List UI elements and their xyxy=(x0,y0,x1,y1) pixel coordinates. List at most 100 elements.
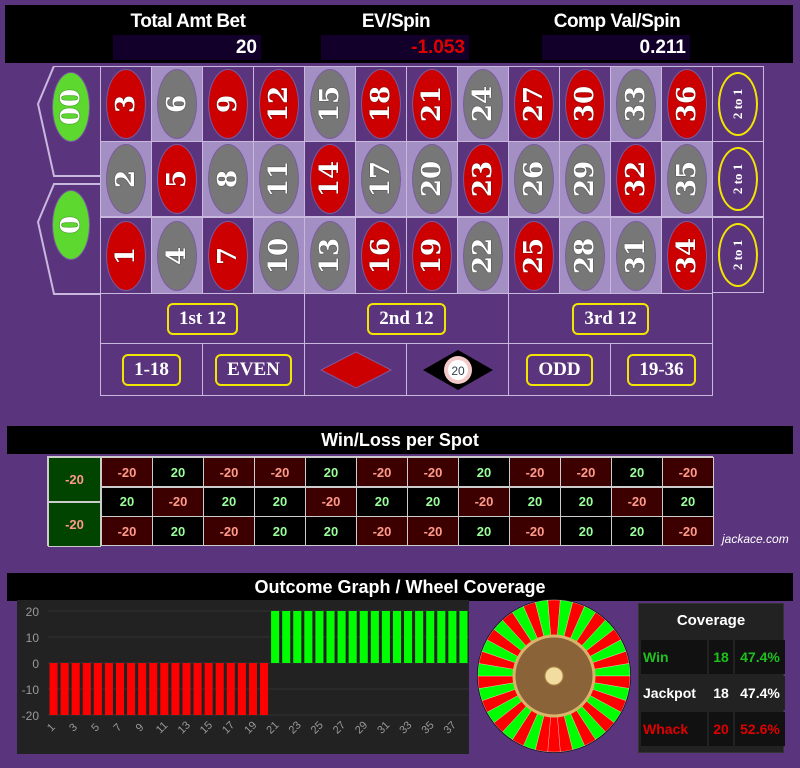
number-label: 35 xyxy=(672,160,702,198)
ev-value: -1.053 xyxy=(321,35,469,60)
number-cell-33[interactable]: 33 xyxy=(610,66,662,142)
coverage-title: Coverage xyxy=(676,612,746,629)
number-label: 22 xyxy=(468,237,498,274)
number-cell-29[interactable]: 29 xyxy=(559,141,611,217)
number-cell-35[interactable]: 35 xyxy=(661,141,713,217)
number-cell-26[interactable]: 26 xyxy=(508,141,560,217)
column-bet-1[interactable]: 2 to 1 xyxy=(712,217,764,293)
number-chip: 22 xyxy=(463,220,503,291)
coverage-row-win: Win 18 47.4% xyxy=(641,640,785,674)
bet-low[interactable]: 1-18 xyxy=(100,343,203,396)
number-cell-20[interactable]: 20 xyxy=(406,141,458,217)
number-cell-1[interactable]: 1 xyxy=(100,217,152,294)
y-tick-label: 10 xyxy=(26,631,40,645)
number-chip: 4 xyxy=(157,220,197,291)
number-cell-5[interactable]: 5 xyxy=(151,141,203,217)
column-bet-2[interactable]: 2 to 1 xyxy=(712,141,764,217)
number-cell-4[interactable]: 4 xyxy=(151,217,203,294)
number-cell-9[interactable]: 9 xyxy=(202,66,254,142)
winloss-cell: -20 xyxy=(509,457,561,487)
winloss-cell: -20 xyxy=(407,457,459,487)
number-chip: 13 xyxy=(310,220,350,291)
number-cell-28[interactable]: 28 xyxy=(559,217,611,294)
bar-15 xyxy=(204,663,213,715)
number-cell-31[interactable]: 31 xyxy=(610,217,662,294)
number-label: 20 xyxy=(417,160,447,198)
number-cell-36[interactable]: 36 xyxy=(661,66,713,142)
number-cell-34[interactable]: 34 xyxy=(661,217,713,294)
ev-spin: EV/Spin -1.053 xyxy=(321,5,471,60)
bet-red[interactable] xyxy=(304,343,407,396)
number-chip: 14 xyxy=(310,144,350,214)
number-cell-3[interactable]: 3 xyxy=(100,66,152,142)
bar-19 xyxy=(248,663,257,715)
winloss-cell: -20 xyxy=(611,486,663,517)
number-cell-32[interactable]: 32 xyxy=(610,141,662,217)
winloss-cell: 20 xyxy=(407,486,459,517)
column-bet-3[interactable]: 2 to 1 xyxy=(712,66,764,142)
number-chip: 26 xyxy=(514,144,554,214)
dozen-1[interactable]: 1st 12 xyxy=(100,293,305,344)
bar-3 xyxy=(71,663,80,715)
number-chip: 27 xyxy=(514,69,554,139)
bar-37 xyxy=(448,611,457,663)
winloss-cell: 20 xyxy=(560,516,612,546)
number-cell-23[interactable]: 23 xyxy=(457,141,509,217)
number-cell-17[interactable]: 17 xyxy=(355,141,407,217)
winloss-cell: 20 xyxy=(203,486,255,517)
number-cell-27[interactable]: 27 xyxy=(508,66,560,142)
winloss-zero-cell: -20 xyxy=(48,502,101,547)
number-00[interactable]: 00 xyxy=(52,72,90,142)
number-cell-7[interactable]: 7 xyxy=(202,217,254,294)
number-cell-30[interactable]: 30 xyxy=(559,66,611,142)
number-label: 8 xyxy=(213,169,243,189)
number-cell-15[interactable]: 15 xyxy=(304,66,356,142)
number-cell-25[interactable]: 25 xyxy=(508,217,560,294)
number-label: 4 xyxy=(162,246,192,265)
winloss-cell: 20 xyxy=(662,486,714,517)
number-label: 23 xyxy=(468,160,498,198)
number-cell-16[interactable]: 16 xyxy=(355,217,407,294)
winloss-cell: 20 xyxy=(152,516,204,546)
winloss-cell: -20 xyxy=(305,486,357,517)
dozen-2[interactable]: 2nd 12 xyxy=(304,293,509,344)
number-0[interactable]: 0 xyxy=(52,190,90,260)
coverage-percent: 47.4% xyxy=(735,676,785,710)
winloss-cell: -20 xyxy=(152,486,204,517)
number-cell-19[interactable]: 19 xyxy=(406,217,458,294)
bet-odd[interactable]: ODD xyxy=(508,343,611,396)
red-diamond-icon xyxy=(319,350,392,389)
credit-link[interactable]: jackace.com xyxy=(722,532,789,546)
number-cell-24[interactable]: 24 xyxy=(457,66,509,142)
number-chip: 10 xyxy=(259,220,299,291)
winloss-cell: 20 xyxy=(611,457,663,487)
winloss-cell: 20 xyxy=(254,516,306,546)
number-cell-11[interactable]: 11 xyxy=(253,141,305,217)
number-cell-22[interactable]: 22 xyxy=(457,217,509,294)
bar-6 xyxy=(104,663,113,715)
number-cell-2[interactable]: 2 xyxy=(100,141,152,217)
number-cell-10[interactable]: 10 xyxy=(253,217,305,294)
number-cell-21[interactable]: 21 xyxy=(406,66,458,142)
dozen-3[interactable]: 3rd 12 xyxy=(508,293,713,344)
number-label: 1 xyxy=(111,246,141,265)
total-bet-value: 20 xyxy=(113,35,261,60)
bet-black[interactable]: 20 xyxy=(406,343,509,396)
coverage-percent: 52.6% xyxy=(735,712,785,746)
number-cell-14[interactable]: 14 xyxy=(304,141,356,217)
number-cell-12[interactable]: 12 xyxy=(253,66,305,142)
winloss-cell: -20 xyxy=(203,457,255,487)
number-cell-8[interactable]: 8 xyxy=(202,141,254,217)
bar-26 xyxy=(326,611,335,663)
winloss-cell: 20 xyxy=(101,486,153,517)
number-cell-6[interactable]: 6 xyxy=(151,66,203,142)
bet-high[interactable]: 19-36 xyxy=(610,343,713,396)
number-cell-13[interactable]: 13 xyxy=(304,217,356,294)
number-chip: 23 xyxy=(463,144,503,214)
bar-34 xyxy=(415,611,424,663)
bet-even[interactable]: EVEN xyxy=(202,343,305,396)
number-cell-18[interactable]: 18 xyxy=(355,66,407,142)
outside-label: ODD xyxy=(526,353,593,386)
number-label: 27 xyxy=(519,85,549,123)
